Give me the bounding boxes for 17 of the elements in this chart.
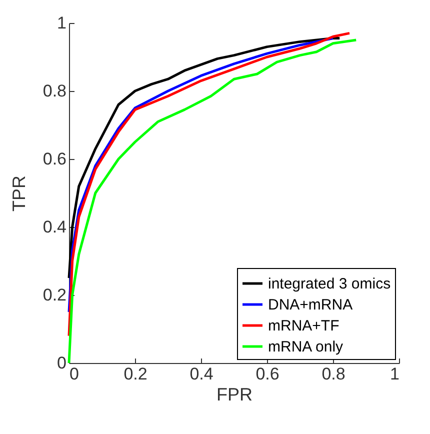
x-tick-label: 0.4 <box>190 364 214 384</box>
x-tick-label: 0.2 <box>124 364 148 384</box>
y-tick-label: 0.6 <box>42 150 66 168</box>
legend-label: DNA+mRNA <box>268 296 353 314</box>
x-axis-title: FPR <box>216 384 252 404</box>
x-tick-label: 1 <box>390 364 400 384</box>
legend-label: mRNA only <box>268 338 344 356</box>
x-tick-label: 0.8 <box>322 364 346 384</box>
legend-label: integrated 3 omics <box>268 276 391 292</box>
legend-label: mRNA+TF <box>268 318 340 334</box>
y-tick-label: 0.4 <box>42 218 66 236</box>
y-axis-title: TPR <box>8 176 29 212</box>
x-tick-label: 0.6 <box>256 364 280 384</box>
x-tick-label: 0 <box>70 364 79 384</box>
y-tick-label: 0.8 <box>42 82 66 100</box>
y-tick-label: 0.2 <box>42 286 66 304</box>
y-tick-label: 1 <box>57 14 66 32</box>
